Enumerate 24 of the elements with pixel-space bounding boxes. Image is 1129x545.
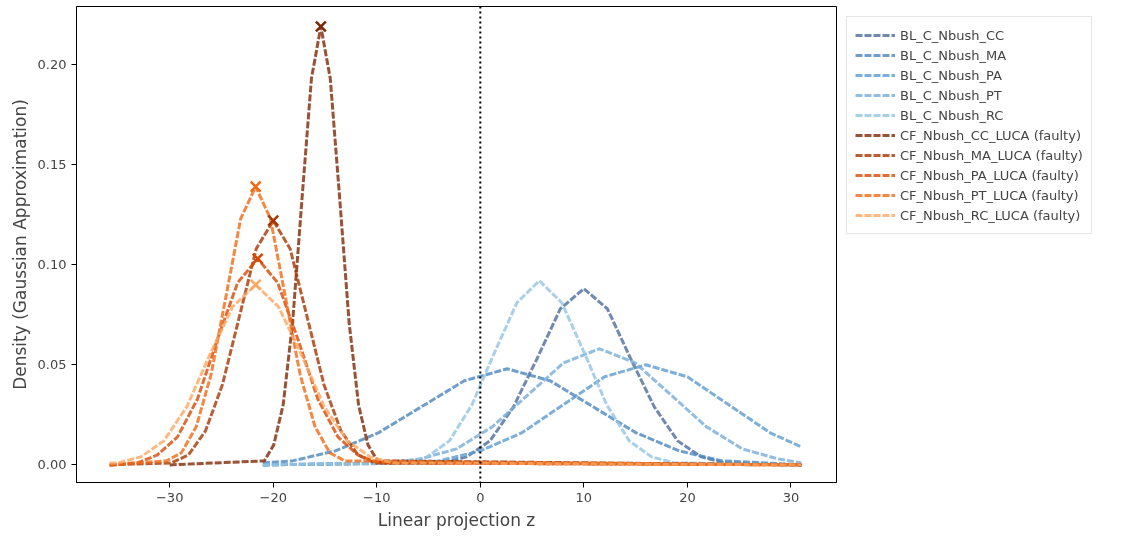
- legend-label: CF_Nbush_MA_LUCA (faulty): [900, 147, 1083, 163]
- legend-label: BL_C_Nbush_RC: [900, 107, 1004, 123]
- legend-label: CF_Nbush_RC_LUCA (faulty): [900, 207, 1081, 223]
- legend-label: CF_Nbush_CC_LUCA (faulty): [900, 127, 1081, 143]
- legend-label: BL_C_Nbush_MA: [900, 47, 1007, 63]
- x-tick-label: 20: [679, 489, 696, 505]
- x-axis-title: Linear projection z: [377, 509, 536, 530]
- legend-label: BL_C_Nbush_PT: [900, 87, 1002, 103]
- x-tick-label: −30: [155, 489, 184, 505]
- y-tick-label: 0.10: [37, 257, 67, 273]
- x-tick-label: 10: [575, 489, 593, 505]
- y-tick-label: 0.20: [37, 57, 67, 73]
- y-axis-title: Density (Gaussian Approximation): [9, 99, 30, 390]
- x-tick-label: 30: [782, 489, 800, 505]
- y-tick-label: 0.05: [37, 357, 67, 373]
- legend-label: CF_Nbush_PA_LUCA (faulty): [900, 167, 1079, 183]
- y-tick-label: 0.15: [37, 157, 67, 173]
- y-tick-label: 0.00: [37, 457, 67, 473]
- legend-label: CF_Nbush_PT_LUCA (faulty): [900, 187, 1079, 203]
- legend-label: BL_C_Nbush_CC: [900, 27, 1005, 43]
- x-tick-label: −20: [259, 489, 287, 505]
- legend-label: BL_C_Nbush_PA: [900, 67, 1002, 83]
- x-tick-label: 0: [476, 489, 485, 505]
- x-tick-label: −10: [363, 489, 391, 505]
